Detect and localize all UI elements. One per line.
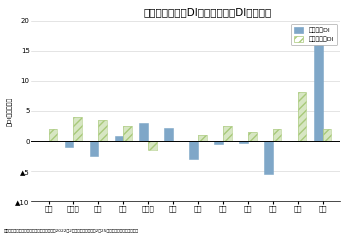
Bar: [148, 141, 157, 150]
Bar: [264, 141, 273, 174]
Bar: [239, 141, 248, 143]
Bar: [115, 136, 123, 141]
Bar: [123, 126, 132, 141]
Bar: [223, 126, 232, 141]
Bar: [198, 135, 207, 141]
Text: （出所）内閣府「景気ウォッチャー調査」（2022年2月調査、調査期間：2月25日から月末、季節調整値）: （出所）内閣府「景気ウォッチャー調査」（2022年2月調査、調査期間：2月25日…: [3, 228, 138, 232]
Bar: [323, 129, 331, 141]
Bar: [273, 129, 281, 141]
Y-axis label: （DIの前月差）: （DIの前月差）: [7, 96, 12, 126]
Bar: [74, 117, 82, 141]
Bar: [98, 120, 107, 141]
Bar: [298, 92, 306, 141]
Bar: [273, 129, 281, 141]
Bar: [214, 141, 223, 144]
Bar: [90, 141, 98, 156]
Bar: [139, 123, 148, 141]
Bar: [65, 141, 74, 147]
Bar: [49, 129, 57, 141]
Bar: [189, 141, 198, 159]
Title: 地域別現状判断DI・先行き判断DIの前月差: 地域別現状判断DI・先行き判断DIの前月差: [143, 7, 271, 17]
Legend: 現状判断DI, 先行き判断DI: 現状判断DI, 先行き判断DI: [291, 24, 337, 45]
Bar: [298, 92, 306, 141]
Bar: [74, 117, 82, 141]
Bar: [148, 141, 157, 150]
Bar: [98, 120, 107, 141]
Bar: [248, 132, 256, 141]
Bar: [314, 43, 323, 141]
Bar: [323, 129, 331, 141]
Bar: [223, 126, 232, 141]
Bar: [248, 132, 256, 141]
Bar: [164, 128, 173, 141]
Bar: [49, 129, 57, 141]
Bar: [123, 126, 132, 141]
Bar: [198, 135, 207, 141]
